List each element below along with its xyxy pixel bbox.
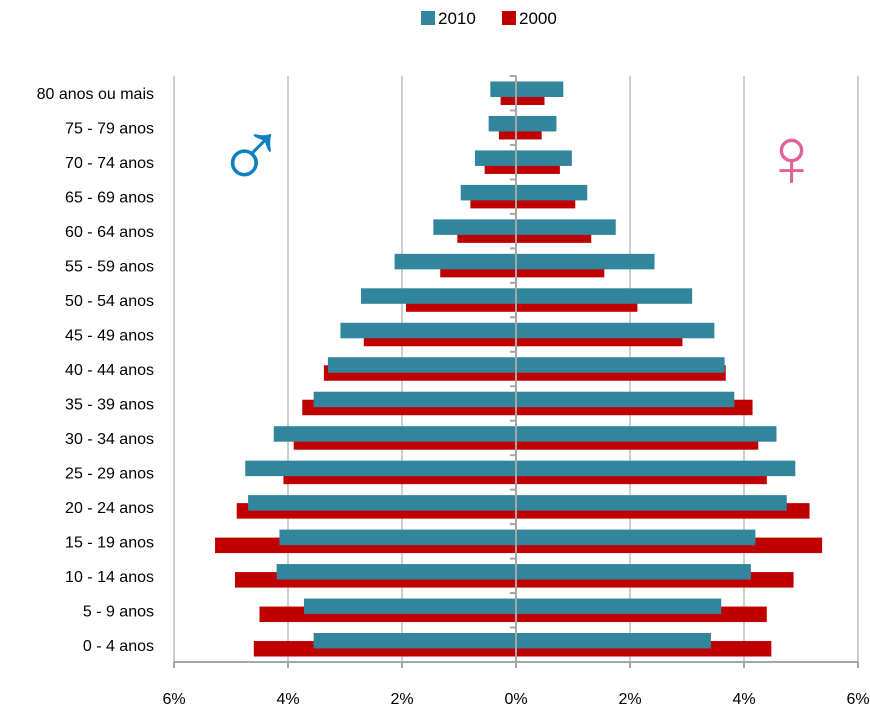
- bar-2010-female-2: [516, 564, 751, 580]
- bar-2010-male-6: [273, 426, 516, 442]
- category-labels: 0 - 4 anos 5 - 9 anos 10 - 14 anos 15 - 19 …: [37, 86, 154, 655]
- bar-2010-male-4: [248, 495, 516, 511]
- category-label: 0 - 4 anos: [83, 638, 154, 655]
- bar-2010-female-4: [516, 495, 787, 511]
- bar-2010-male-16: [490, 81, 516, 97]
- bar-2010-female-0: [516, 633, 711, 649]
- bar-2010-male-11: [394, 253, 516, 270]
- category-label: 10 - 14 anos: [65, 569, 154, 586]
- bar-2010-female-7: [516, 391, 735, 408]
- legend: 2010 2000: [421, 9, 557, 28]
- x-tick-label: 6%: [846, 691, 869, 708]
- bar-2010-male-1: [303, 598, 516, 615]
- bar-2010-male-10: [360, 288, 516, 304]
- male-symbol-icon: ♂: [215, 102, 287, 209]
- bar-2010-female-8: [516, 357, 725, 373]
- category-label: 40 - 44 anos: [65, 362, 154, 379]
- bar-2010-female-1: [516, 598, 722, 615]
- legend-label-2010: 2010: [438, 9, 476, 28]
- category-label: 35 - 39 anos: [65, 396, 154, 413]
- bar-2010-male-0: [313, 633, 516, 649]
- bar-2010-male-8: [327, 357, 516, 373]
- legend-swatch-2010: [421, 11, 435, 25]
- category-label: 70 - 74 anos: [65, 155, 154, 172]
- bar-2010-male-2: [276, 564, 516, 580]
- category-label: 80 anos ou mais: [37, 86, 154, 103]
- bars: [215, 81, 823, 657]
- bar-2010-female-6: [516, 426, 777, 442]
- category-label: 15 - 19 anos: [65, 534, 154, 551]
- bar-2010-male-15: [488, 115, 516, 132]
- category-label: 75 - 79 anos: [65, 121, 154, 138]
- x-tick-label: 0%: [504, 691, 527, 708]
- category-label: 60 - 64 anos: [65, 224, 154, 241]
- bar-2010-male-5: [245, 460, 516, 477]
- category-label: 5 - 9 anos: [83, 603, 154, 620]
- category-label: 45 - 49 anos: [65, 328, 154, 345]
- bar-2010-male-9: [340, 322, 516, 339]
- female-symbol-icon: ♀: [760, 110, 823, 204]
- bar-2010-female-5: [516, 460, 796, 477]
- x-tick-label: 6%: [162, 691, 185, 708]
- category-label: 30 - 34 anos: [65, 431, 154, 448]
- category-label: 50 - 54 anos: [65, 293, 154, 310]
- bar-2010-female-15: [516, 115, 557, 132]
- x-tick-label: 4%: [732, 691, 755, 708]
- category-label: 20 - 24 anos: [65, 500, 154, 517]
- bar-2010-female-12: [516, 219, 616, 235]
- x-tick-label: 2%: [618, 691, 641, 708]
- bar-2010-male-14: [474, 150, 516, 166]
- x-tick-labels: 6% 4% 2% 0% 2% 4% 6%: [162, 691, 869, 708]
- bar-2010-male-12: [433, 219, 516, 235]
- legend-label-2000: 2000: [519, 9, 557, 28]
- category-label: 55 - 59 anos: [65, 259, 154, 276]
- bar-2010-female-13: [516, 184, 588, 201]
- x-tick-label: 2%: [390, 691, 413, 708]
- axes: [173, 75, 859, 668]
- legend-swatch-2000: [502, 11, 516, 25]
- category-label: 65 - 69 anos: [65, 190, 154, 207]
- category-label: 25 - 29 anos: [65, 465, 154, 482]
- bar-2010-female-9: [516, 322, 715, 339]
- bar-2010-female-10: [516, 288, 693, 304]
- bar-2010-female-11: [516, 253, 655, 270]
- bar-2010-male-13: [460, 184, 516, 201]
- bar-2010-female-3: [516, 529, 756, 546]
- x-tick-label: 4%: [276, 691, 299, 708]
- bar-2010-female-14: [516, 150, 572, 166]
- bar-2010-female-16: [516, 81, 564, 97]
- bar-2010-male-7: [313, 391, 516, 408]
- bar-2010-male-3: [279, 529, 516, 546]
